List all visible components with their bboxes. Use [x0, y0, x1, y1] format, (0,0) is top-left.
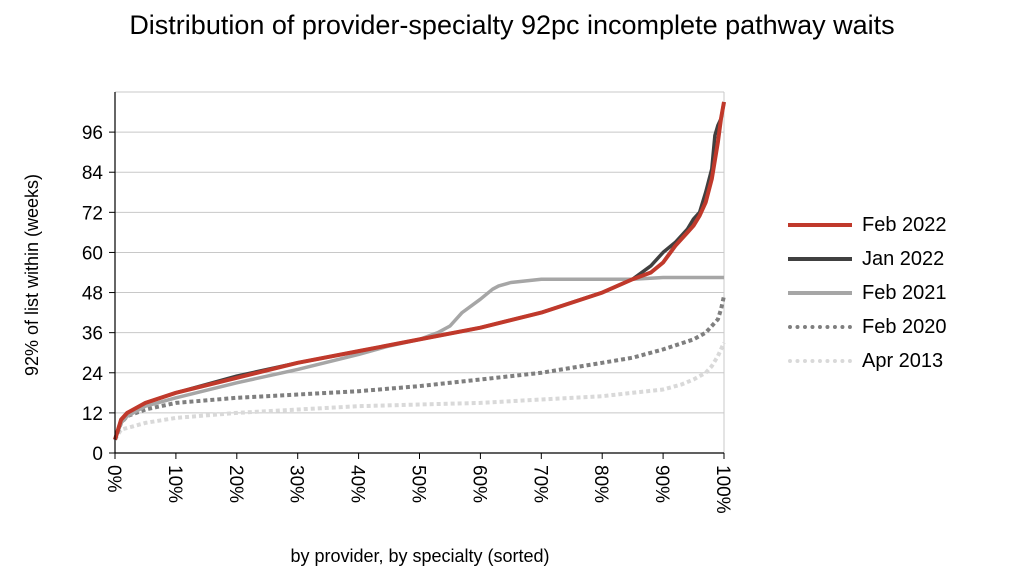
x-axis-title: by provider, by specialty (sorted) [290, 546, 549, 566]
legend-swatch [788, 257, 852, 261]
y-tick-label: 0 [92, 444, 103, 465]
legend: Feb 2022 Jan 2022 Feb 2021 Feb 2020 Apr 2013 [788, 208, 947, 378]
x-tick-label: 50% [408, 465, 429, 503]
y-tick-label: 84 [82, 163, 104, 184]
legend-label: Feb 2020 [862, 315, 947, 338]
series-line-feb-2021 [113, 275, 724, 441]
axes [109, 92, 725, 459]
x-tick-label: 30% [286, 465, 307, 503]
tick-labels: 0 12 24 36 48 60 72 84 96 0% 10% 20% 30% 40% 50% 60% 70%… [82, 123, 733, 514]
legend-item: Feb 2022 [788, 208, 947, 242]
legend-item: Feb 2021 [788, 276, 947, 310]
y-tick-label: 12 [82, 404, 103, 425]
series-line-apr-2013 [113, 341, 726, 441]
x-tick-label: 0% [103, 465, 124, 493]
legend-swatch [788, 325, 852, 329]
y-tick-label: 48 [82, 284, 103, 305]
x-tick-label: 70% [529, 465, 550, 503]
legend-label: Feb 2022 [862, 213, 947, 236]
legend-swatch [788, 359, 852, 363]
series-line-feb-2022 [113, 101, 726, 441]
y-tick-label: 96 [82, 123, 103, 144]
x-tick-label: 10% [164, 465, 185, 503]
x-tick-label: 20% [225, 465, 246, 503]
y-tick-label: 72 [82, 203, 103, 224]
legend-swatch [788, 223, 852, 227]
chart-title: Distribution of provider-specialty 92pc … [129, 10, 895, 40]
legend-label: Apr 2013 [862, 349, 944, 372]
y-tick-label: 24 [82, 364, 104, 385]
y-tick-label: 36 [82, 324, 103, 345]
series-line-feb-2020 [113, 295, 726, 441]
gridlines [115, 91, 725, 453]
series-lines [113, 101, 726, 441]
x-tick-label: 80% [590, 465, 611, 503]
x-tick-label: 60% [468, 465, 489, 503]
legend-label: Jan 2022 [862, 247, 945, 270]
y-axis-title: 92% of list within (weeks) [22, 174, 42, 376]
legend-item: Apr 2013 [788, 344, 947, 378]
legend-swatch [788, 291, 852, 295]
x-tick-label: 100% [712, 465, 733, 514]
x-tick-label: 40% [347, 465, 368, 503]
legend-item: Jan 2022 [788, 242, 947, 276]
x-tick-label: 90% [651, 465, 672, 503]
legend-item: Feb 2020 [788, 310, 947, 344]
legend-label: Feb 2021 [862, 281, 947, 304]
y-tick-label: 60 [82, 243, 103, 264]
